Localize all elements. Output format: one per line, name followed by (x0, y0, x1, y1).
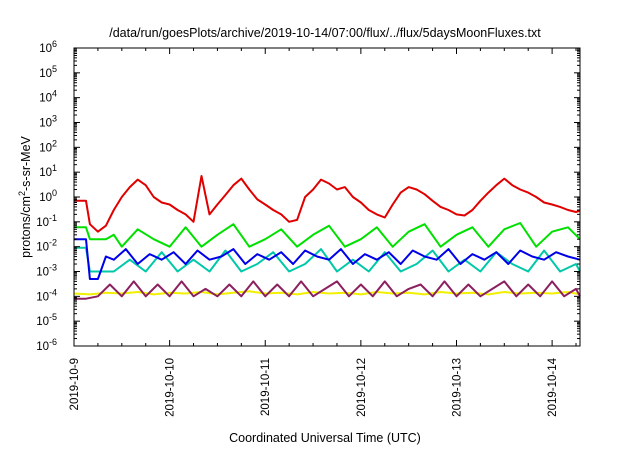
y-axis-label: protons/cm2-s-sr-MeV (17, 135, 33, 257)
x-tick-label: 2019-10-13 (451, 358, 463, 417)
series-line-1 (74, 175, 581, 233)
y-tick-label: 106 (39, 39, 57, 55)
series-line-2 (74, 222, 581, 248)
x-tick-label: 2019-10-9 (69, 358, 81, 410)
chart-title: /data/run/goesPlots/archive/2019-10-14/0… (109, 26, 541, 40)
y-tick-label: 100 (39, 188, 57, 204)
y-tick-label: 10-6 (36, 337, 57, 353)
x-tick-label: 2019-10-10 (165, 358, 177, 417)
axis-layer: 10-6 10-5 10-4 10-3 10-2 10-1 100 101 102 103 104 1… (36, 39, 580, 417)
series-line-6 (74, 280, 581, 300)
y-tick-label: 10-5 (36, 312, 57, 328)
series-line-4 (74, 238, 581, 280)
y-tick-label: 10-4 (36, 287, 57, 303)
x-axis-label: Coordinated Universal Time (UTC) (229, 431, 421, 445)
y-tick-label: 102 (39, 138, 57, 154)
x-tick-label: 2019-10-14 (547, 357, 559, 416)
y-axis-label-sup: 2 (17, 191, 27, 196)
y-tick-label: 10-2 (36, 238, 57, 254)
x-tick-label: 2019-10-12 (356, 358, 368, 417)
y-tick-label: 10-3 (36, 263, 57, 279)
y-tick-label: 10-1 (36, 213, 57, 229)
series-layer (73, 175, 581, 300)
y-tick-label: 104 (39, 89, 57, 105)
x-tick-label: 2019-10-11 (260, 358, 272, 416)
y-tick-label: 101 (39, 163, 57, 179)
series-line-5 (73, 290, 581, 296)
y-axis-label-rest: -s-sr-MeV (19, 135, 33, 191)
y-tick-label: 105 (39, 64, 57, 80)
y-axis-label-base: protons/cm (19, 196, 33, 258)
y-tick-label: 103 (39, 114, 57, 130)
plot-frame (73, 47, 581, 347)
